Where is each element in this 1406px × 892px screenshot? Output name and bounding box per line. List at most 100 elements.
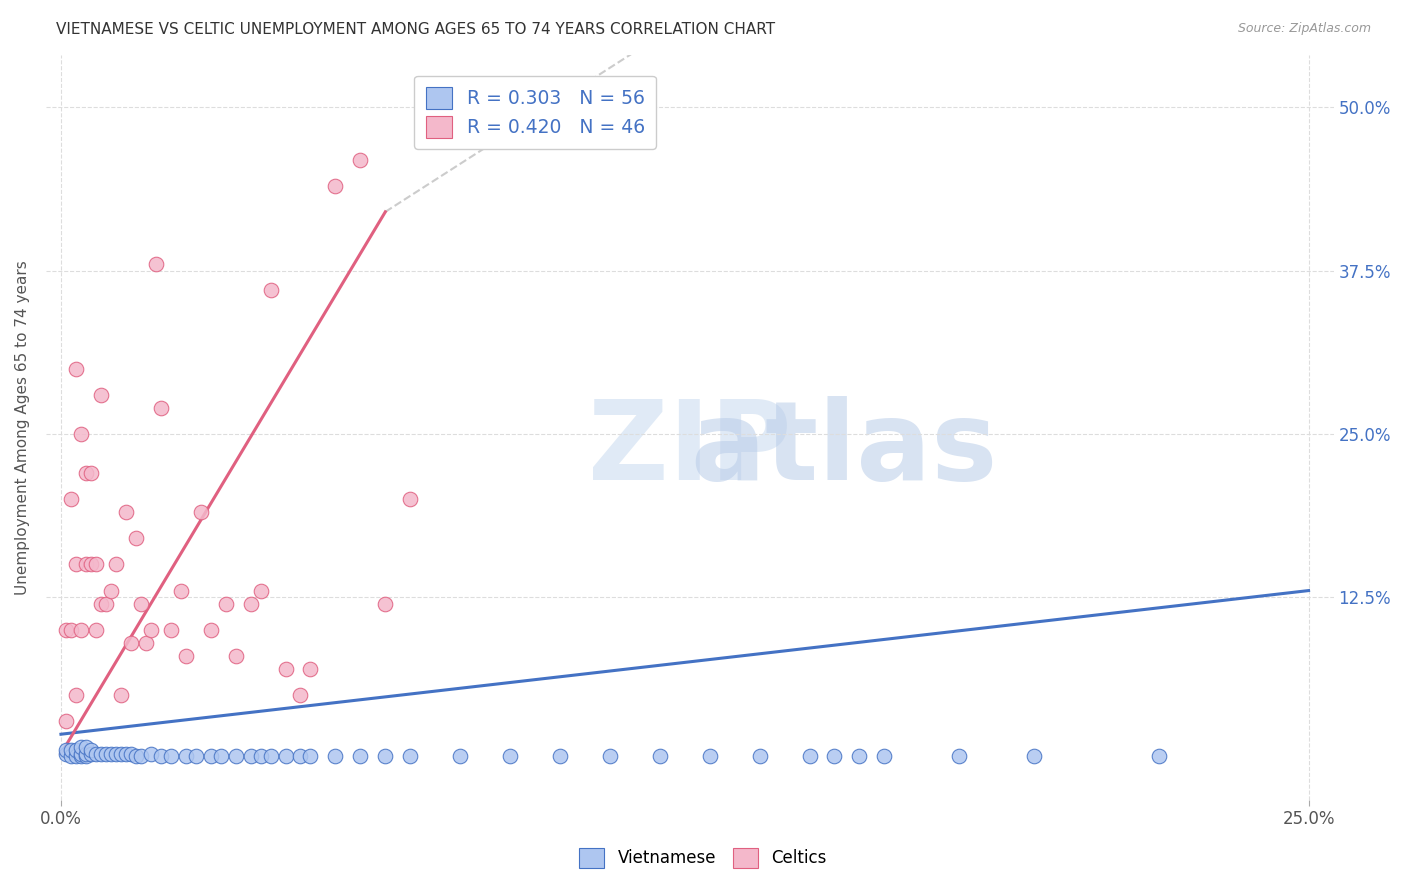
Point: [290, 688, 312, 702]
Text: ZIP: ZIP: [588, 396, 792, 503]
Point: [75, 558, 97, 572]
Point: [159, 623, 181, 637]
Point: [55, 747, 77, 761]
Point: [110, 688, 132, 702]
Point: [120, 636, 142, 650]
Point: [55, 623, 77, 637]
Point: [65, 688, 87, 702]
Point: [325, 749, 347, 764]
Point: [65, 743, 87, 757]
Point: [149, 749, 172, 764]
Point: [349, 153, 371, 167]
Point: [190, 505, 212, 519]
Point: [114, 747, 136, 761]
Point: [84, 623, 107, 637]
Point: [399, 749, 422, 764]
Point: [110, 747, 132, 761]
Point: [100, 583, 122, 598]
Point: [70, 749, 93, 764]
Point: [325, 178, 347, 193]
Point: [129, 749, 152, 764]
Point: [70, 740, 93, 755]
Point: [84, 558, 107, 572]
Point: [80, 743, 103, 757]
Point: [120, 747, 142, 761]
Point: [225, 648, 247, 663]
Point: [125, 749, 148, 764]
Point: [374, 749, 396, 764]
Point: [59, 492, 82, 507]
Point: [129, 597, 152, 611]
Point: [90, 387, 112, 401]
Point: [349, 749, 371, 764]
Point: [75, 740, 97, 755]
Point: [139, 747, 162, 761]
Point: [159, 749, 181, 764]
Point: [55, 714, 77, 728]
Point: [55, 743, 77, 757]
Legend: R = 0.303   N = 56, R = 0.420   N = 46: R = 0.303 N = 56, R = 0.420 N = 46: [415, 76, 657, 149]
Point: [139, 623, 162, 637]
Point: [80, 466, 103, 480]
Point: [1022, 749, 1045, 764]
Point: [70, 747, 93, 761]
Point: [114, 505, 136, 519]
Y-axis label: Unemployment Among Ages 65 to 74 years: Unemployment Among Ages 65 to 74 years: [15, 260, 30, 595]
Point: [824, 749, 846, 764]
Point: [65, 361, 87, 376]
Point: [214, 597, 236, 611]
Point: [259, 283, 281, 297]
Point: [449, 749, 471, 764]
Point: [274, 749, 297, 764]
Point: [135, 636, 157, 650]
Point: [65, 749, 87, 764]
Point: [125, 532, 148, 546]
Point: [290, 749, 312, 764]
Point: [200, 623, 222, 637]
Point: [59, 743, 82, 757]
Point: [80, 747, 103, 761]
Point: [200, 749, 222, 764]
Point: [170, 583, 193, 598]
Point: [239, 749, 262, 764]
Point: [599, 749, 621, 764]
Point: [174, 749, 197, 764]
Point: [75, 747, 97, 761]
Point: [699, 749, 721, 764]
Point: [70, 623, 93, 637]
Point: [873, 749, 896, 764]
Point: [94, 747, 117, 761]
Point: [149, 401, 172, 415]
Point: [100, 747, 122, 761]
Point: [259, 749, 281, 764]
Point: [75, 466, 97, 480]
Point: [748, 749, 770, 764]
Point: [249, 749, 271, 764]
Point: [174, 648, 197, 663]
Point: [104, 747, 127, 761]
Point: [80, 558, 103, 572]
Legend: Vietnamese, Celtics: Vietnamese, Celtics: [572, 841, 834, 875]
Point: [239, 597, 262, 611]
Point: [104, 558, 127, 572]
Point: [1147, 749, 1170, 764]
Point: [59, 749, 82, 764]
Point: [499, 749, 522, 764]
Point: [70, 426, 93, 441]
Point: [299, 749, 322, 764]
Point: [848, 749, 870, 764]
Point: [59, 623, 82, 637]
Point: [274, 662, 297, 676]
Text: atlas: atlas: [690, 396, 998, 503]
Point: [799, 749, 821, 764]
Point: [209, 749, 232, 764]
Point: [90, 597, 112, 611]
Point: [299, 662, 322, 676]
Text: VIETNAMESE VS CELTIC UNEMPLOYMENT AMONG AGES 65 TO 74 YEARS CORRELATION CHART: VIETNAMESE VS CELTIC UNEMPLOYMENT AMONG …: [56, 22, 775, 37]
Point: [90, 747, 112, 761]
Point: [184, 749, 207, 764]
Text: Source: ZipAtlas.com: Source: ZipAtlas.com: [1237, 22, 1371, 36]
Point: [548, 749, 571, 764]
Point: [65, 558, 87, 572]
Point: [948, 749, 970, 764]
